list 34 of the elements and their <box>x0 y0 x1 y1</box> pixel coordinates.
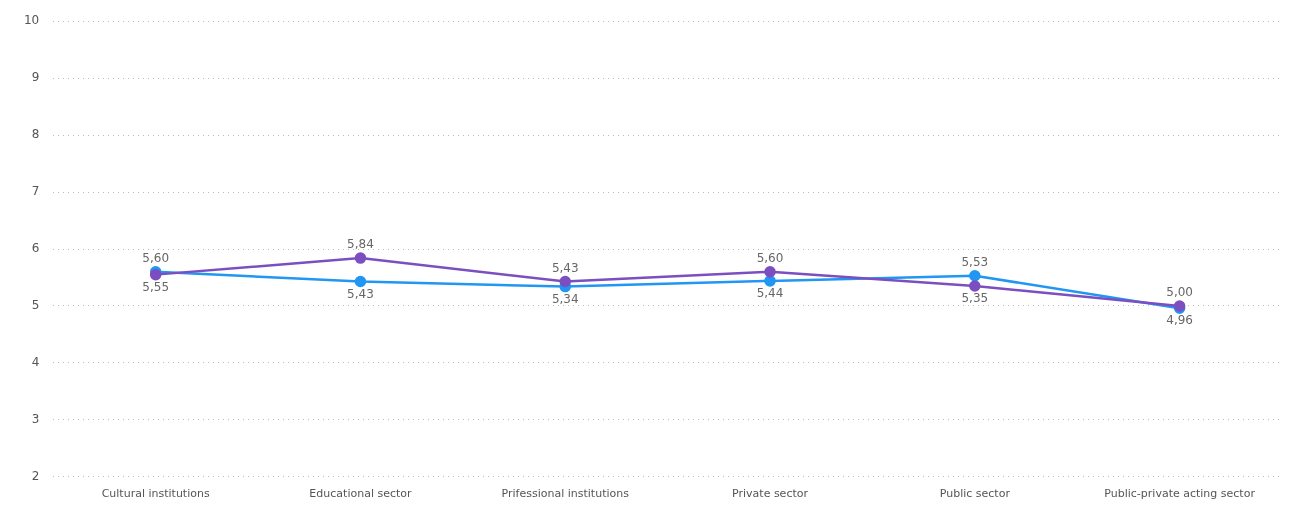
data-label: 5,60 <box>142 250 170 265</box>
y-tick-label: 4 <box>31 355 40 370</box>
x-tick-label: Public sector <box>939 487 1011 501</box>
data-label: 5,44 <box>756 286 784 301</box>
y-tick-label: 6 <box>31 241 40 256</box>
y-tick-label: 10 <box>23 13 40 28</box>
point <box>764 275 776 287</box>
x-tick-label: Educational sector <box>309 487 413 501</box>
point <box>969 280 981 292</box>
data-label: 5,43 <box>551 260 579 275</box>
y-tick-label: 3 <box>31 411 40 426</box>
point <box>559 275 571 288</box>
data-label: 5,55 <box>142 279 170 294</box>
y-tick-label: 7 <box>31 184 40 199</box>
data-label: 5,43 <box>347 286 374 301</box>
y-tick-label: 2 <box>31 468 40 483</box>
data-label: 5,84 <box>347 237 374 252</box>
point <box>969 270 981 282</box>
point <box>354 252 367 264</box>
x-tick-label: Public-private acting sector <box>1104 487 1256 501</box>
y-tick-label: 9 <box>31 70 40 85</box>
data-label: 5,00 <box>1166 285 1193 300</box>
x-tick-label: Cultural institutions <box>101 487 210 501</box>
x-tick-label: Prifessional institutions <box>501 487 630 501</box>
data-label: 5,60 <box>756 250 784 265</box>
data-label: 5,34 <box>551 291 579 306</box>
data-label: 5,35 <box>961 291 989 306</box>
y-tick-label: 8 <box>31 127 40 142</box>
data-label: 5,53 <box>961 254 989 269</box>
y-tick-label: 5 <box>31 298 40 313</box>
point <box>354 275 367 288</box>
x-tick-label: Private sector <box>732 487 809 501</box>
data-label: 4,96 <box>1166 313 1193 328</box>
point <box>764 266 776 278</box>
